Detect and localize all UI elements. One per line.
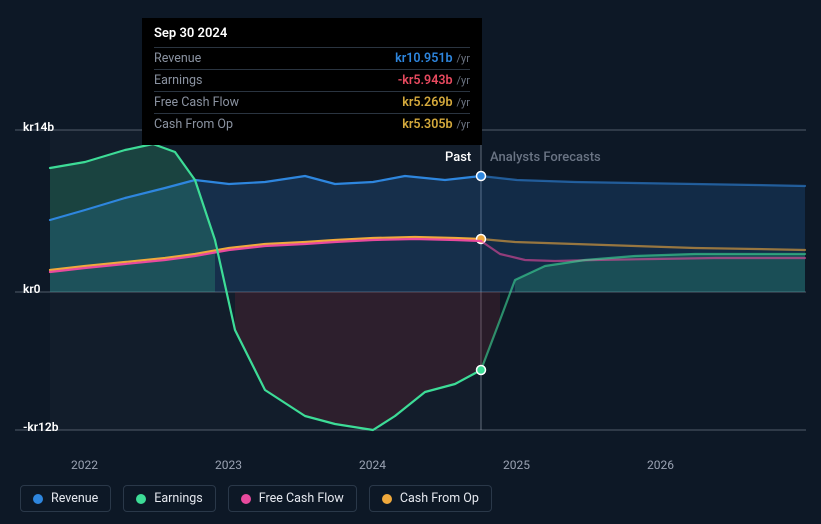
tooltip-metric-label: Free Cash Flow — [154, 95, 239, 110]
tooltip-metric-label: Cash From Op — [154, 117, 233, 132]
chart-area: kr14bkr0-kr12bPastAnalysts Forecasts2022… — [15, 120, 806, 460]
tooltip: Sep 30 2024 Revenue kr10.951b/yr Earnings -… — [142, 18, 482, 145]
tooltip-metric-value: kr10.951b/yr — [395, 51, 470, 66]
tooltip-metric-label: Revenue — [154, 51, 201, 66]
legend-dot — [33, 494, 43, 504]
tooltip-row: Revenue kr10.951b/yr — [154, 47, 470, 69]
chart-svg — [15, 120, 806, 444]
legend-label: Earnings — [154, 491, 202, 506]
tooltip-row: Cash From Op kr5.305b/yr — [154, 113, 470, 135]
legend-item-free-cash-flow[interactable]: Free Cash Flow — [228, 485, 357, 512]
legend-item-revenue[interactable]: Revenue — [20, 485, 111, 512]
y-axis-label: -kr12b — [23, 420, 59, 434]
x-axis-label: 2024 — [359, 458, 386, 472]
x-axis-label: 2025 — [503, 458, 530, 472]
legend-dot — [241, 494, 251, 504]
legend-dot — [382, 494, 392, 504]
tooltip-metric-label: Earnings — [154, 73, 202, 88]
section-label-forecast: Analysts Forecasts — [490, 150, 601, 165]
legend-dot — [136, 494, 146, 504]
legend-label: Revenue — [51, 491, 98, 506]
y-axis-label: kr0 — [23, 282, 41, 296]
legend-label: Cash From Op — [400, 491, 479, 506]
section-label-past: Past — [445, 150, 471, 165]
legend: Revenue Earnings Free Cash Flow Cash From O… — [20, 485, 492, 512]
tooltip-metric-value: kr5.269b/yr — [402, 95, 470, 110]
legend-item-cash-from-op[interactable]: Cash From Op — [369, 485, 492, 512]
tooltip-metric-value: kr5.305b/yr — [402, 117, 470, 132]
x-axis-label: 2023 — [215, 458, 242, 472]
tooltip-row: Earnings -kr5.943b/yr — [154, 69, 470, 91]
y-axis-label: kr14b — [23, 120, 54, 134]
tooltip-row: Free Cash Flow kr5.269b/yr — [154, 91, 470, 113]
x-axis-label: 2026 — [647, 458, 674, 472]
tooltip-metric-value: -kr5.943b/yr — [398, 73, 470, 88]
legend-label: Free Cash Flow — [259, 491, 344, 506]
x-axis-label: 2022 — [71, 458, 98, 472]
legend-item-earnings[interactable]: Earnings — [123, 485, 215, 512]
tooltip-date: Sep 30 2024 — [154, 26, 470, 41]
